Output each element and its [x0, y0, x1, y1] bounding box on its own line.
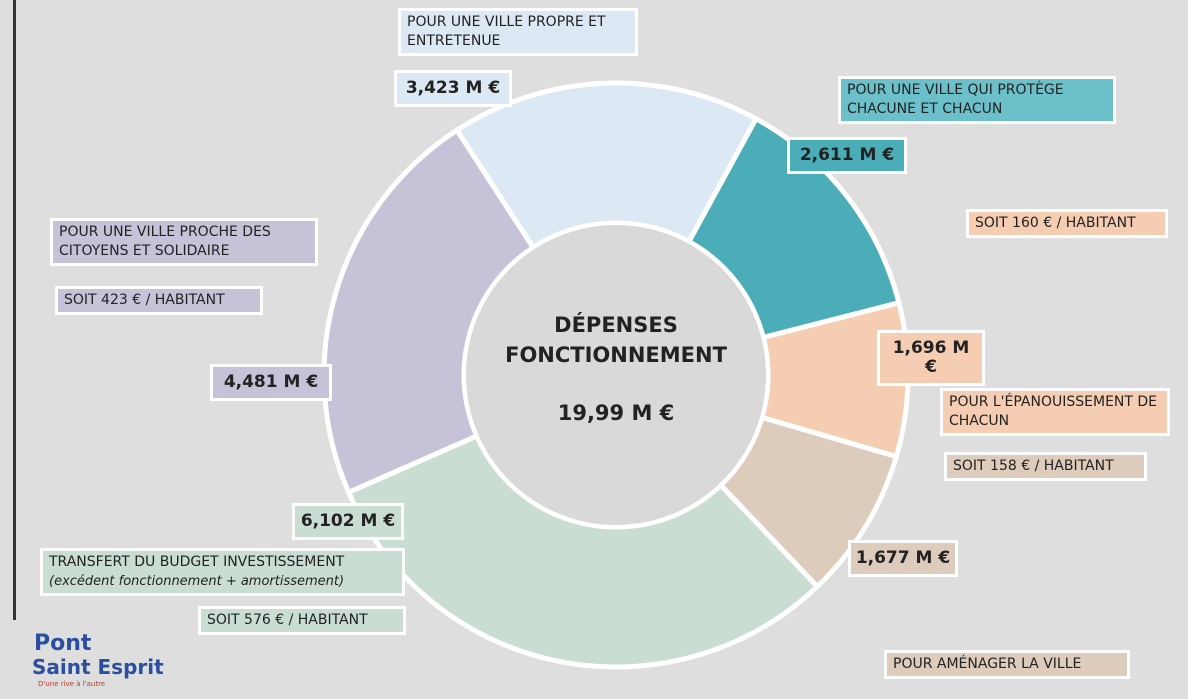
value-label: 3,423 M € — [394, 70, 512, 107]
logo-line1: Pont — [34, 631, 92, 656]
logo-line2: Saint Esprit — [32, 655, 164, 679]
category-label: POUR UNE VILLE QUI PROTÈGE CHACUNE ET CH… — [838, 76, 1116, 124]
category-label: POUR L'ÉPANOUISSEMENT DE CHACUN — [940, 388, 1170, 436]
donut-hole — [462, 221, 770, 529]
divider — [13, 0, 16, 620]
category-label: POUR UNE VILLE PROPRE ET ENTRETENUE — [398, 8, 638, 56]
category-label: POUR AMÉNAGER LA VILLE — [884, 650, 1130, 679]
category-note: (excédent fonctionnement + amortissement… — [49, 574, 345, 589]
value-label: 1,696 M € — [877, 330, 985, 386]
category-label: POUR UNE VILLE PROCHE DES CITOYENS ET SO… — [50, 218, 318, 266]
value-label: 6,102 M € — [292, 503, 404, 540]
per-inhabitant: SOIT 158 € / HABITANT — [944, 452, 1147, 481]
per-inhabitant: SOIT 160 € / HABITANT — [966, 209, 1168, 238]
category-label: TRANSFERT DU BUDGET INVESTISSEMENT (excéd… — [40, 548, 405, 596]
value-label: 4,481 M € — [210, 364, 332, 401]
per-inhabitant: SOIT 423 € / HABITANT — [55, 286, 263, 315]
value-label: 1,677 M € — [848, 540, 958, 577]
per-inhabitant: SOIT 576 € / HABITANT — [198, 606, 406, 635]
chart-title: DÉPENSES FONCTIONNEMENT — [505, 312, 727, 367]
value-label: 2,611 M € — [787, 137, 907, 174]
total-label: 19,99 M € — [558, 401, 675, 425]
logo-tagline: D'une rive à l'autre — [38, 680, 105, 688]
